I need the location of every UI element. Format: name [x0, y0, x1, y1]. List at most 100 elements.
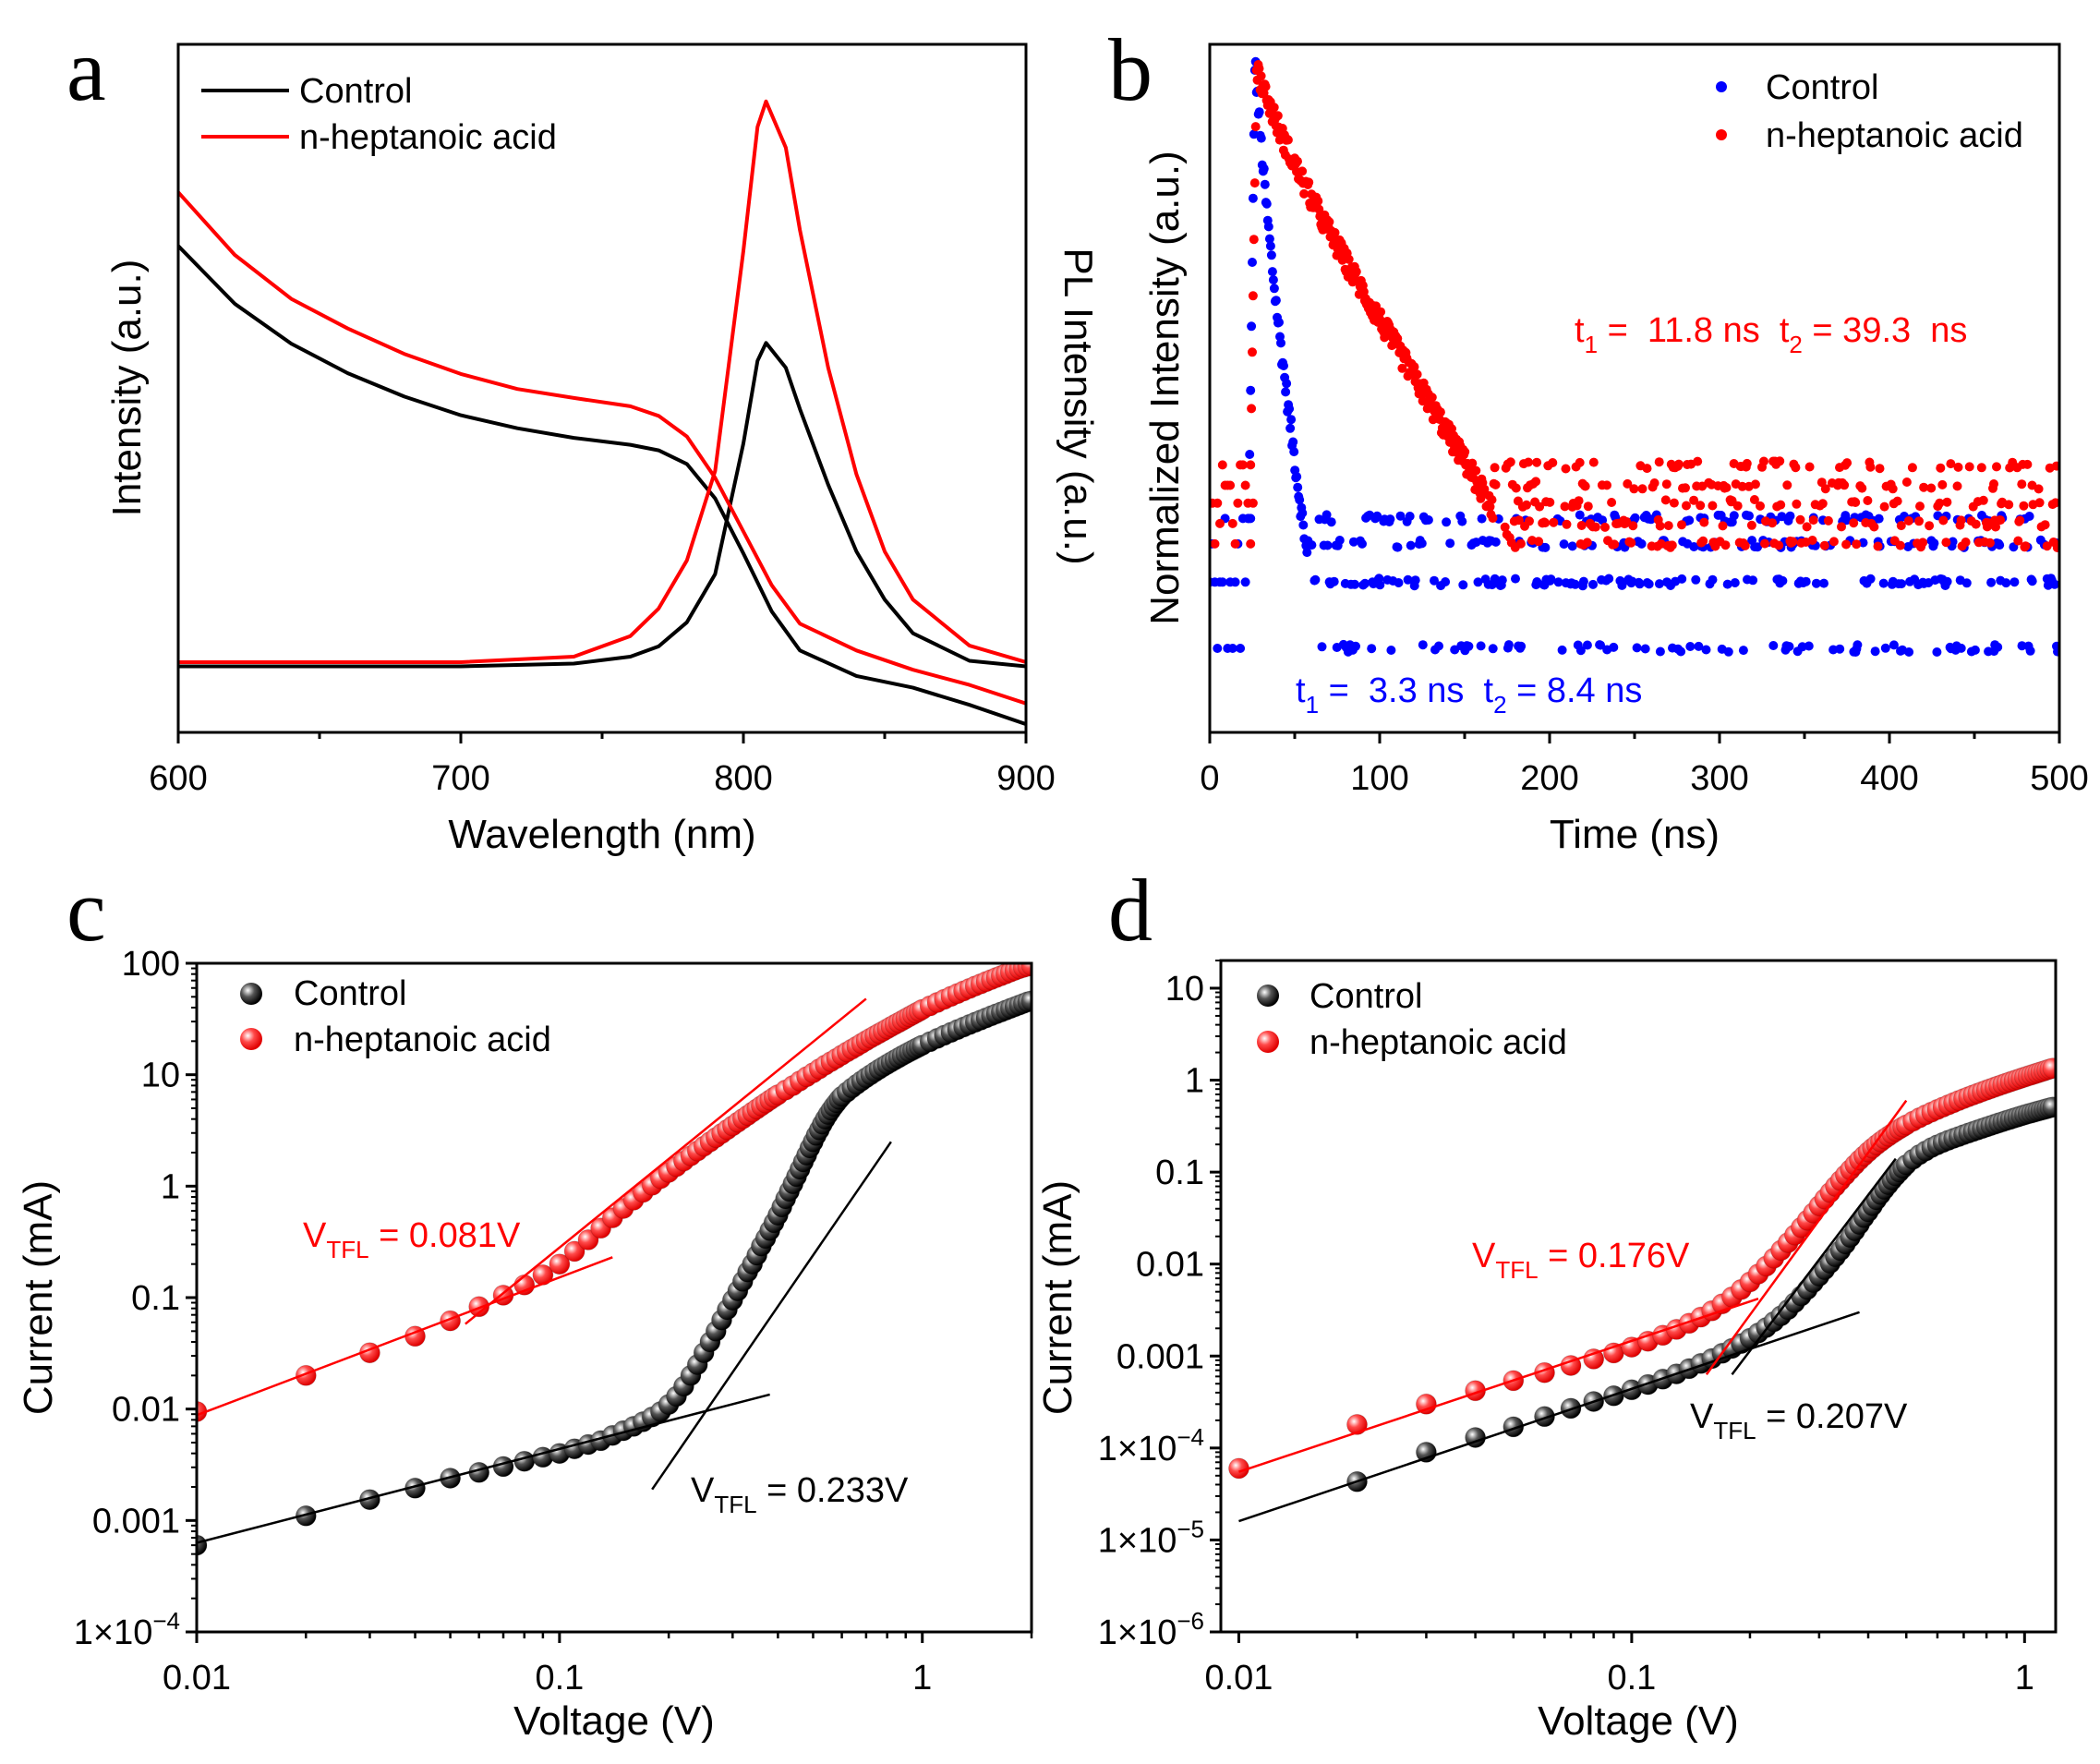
- data-point: [1227, 518, 1237, 528]
- data-point: [1853, 640, 1863, 650]
- y-tick-label: 1×10−4: [74, 1607, 180, 1652]
- y-tick-label: 10: [141, 1057, 180, 1095]
- panel-c-x-axis: 0.01 0.1 1: [163, 1632, 1033, 1698]
- data-point: [1775, 456, 1785, 466]
- data-point: [1276, 338, 1285, 348]
- data-point: [1663, 521, 1673, 531]
- data-point: [1732, 501, 1743, 511]
- vtfl-symbol: V: [303, 1216, 327, 1255]
- data-point: [1942, 497, 1952, 507]
- data-point: [1932, 647, 1942, 657]
- panel-d-acid-vtfl: VTFL = 0.176V: [1472, 1237, 1690, 1284]
- data-point: [1522, 500, 1531, 510]
- data-point: [2042, 1057, 2056, 1080]
- data-point: [1795, 514, 1805, 525]
- data-point: [1996, 515, 2006, 526]
- data-point: [1532, 457, 1542, 467]
- data-point: [1941, 538, 1951, 548]
- data-point: [1948, 537, 1958, 547]
- data-point: [1215, 518, 1225, 528]
- y-tick-label: 0.1: [131, 1279, 180, 1318]
- data-point: [1991, 522, 2000, 532]
- data-point: [1869, 522, 1879, 532]
- data-point: [1820, 484, 1830, 494]
- data-point: [1246, 385, 1256, 395]
- data-point: [1694, 641, 1704, 651]
- data-point: [1295, 495, 1305, 505]
- data-point: [1471, 465, 1481, 476]
- vtfl-symbol: V: [1690, 1397, 1714, 1436]
- data-point: [1322, 540, 1333, 550]
- data-point: [1953, 462, 1963, 472]
- data-point: [295, 1364, 317, 1386]
- data-point: [2004, 500, 2014, 510]
- data-point: [1490, 463, 1500, 473]
- data-point: [1875, 464, 1885, 474]
- data-point: [1314, 204, 1324, 214]
- data-point: [1756, 501, 1765, 511]
- data-point: [1596, 640, 1606, 650]
- data-point: [2009, 577, 2020, 587]
- data-point: [1534, 537, 1544, 547]
- data-point: [1256, 133, 1266, 143]
- data-point: [1698, 536, 1708, 546]
- data-point: [1261, 199, 1272, 209]
- series-acid: [1210, 60, 2059, 552]
- data-point: [2050, 498, 2059, 508]
- data-point: [1961, 578, 1972, 588]
- data-point: [1248, 347, 1257, 357]
- data-point: [1412, 369, 1422, 380]
- data-point: [1610, 539, 1620, 550]
- data-point: [1841, 539, 1852, 550]
- data-point: [1696, 501, 1706, 511]
- data-point: [2013, 536, 2023, 546]
- data-point: [1841, 515, 1852, 526]
- panel-d: d 0.01 0.1 1 1×10−61×10−51×10−40.0010.010.…: [1035, 861, 2058, 1744]
- data-point: [1721, 483, 1732, 492]
- y-tick-label: 0.001: [1116, 1337, 1204, 1376]
- x-tick-label: 200: [1520, 759, 1578, 798]
- panel-d-x-axis: 0.01 0.1 1: [1204, 1632, 2034, 1698]
- panel-b-ylabel: Normalized Intensity (a.u.): [1142, 151, 1188, 625]
- data-point: [1819, 578, 1828, 588]
- data-point: [1956, 515, 1966, 526]
- y-tick-label: 0.01: [1136, 1246, 1204, 1285]
- y-tick-label: 10: [1165, 970, 1204, 1009]
- data-point: [1654, 579, 1664, 589]
- data-point: [1403, 574, 1413, 585]
- data-point: [1681, 483, 1690, 493]
- data-point: [1730, 578, 1740, 587]
- data-point: [1505, 457, 1515, 467]
- data-point: [1626, 538, 1636, 548]
- t1-symbol: t: [1575, 311, 1585, 350]
- data-point: [1213, 498, 1223, 508]
- t1-value: = 3.3 ns: [1319, 671, 1484, 710]
- data-point: [1254, 107, 1264, 117]
- data-point: [1840, 480, 1850, 490]
- data-point: [1545, 497, 1555, 507]
- data-point: [1464, 641, 1474, 651]
- data-point: [1540, 542, 1551, 552]
- legend-marker-acid: [1257, 1031, 1279, 1053]
- y-tick-label: 1: [1185, 1062, 1204, 1101]
- data-point: [1776, 500, 1786, 510]
- panel-c-ylabel: Current (mA): [16, 1180, 61, 1415]
- data-point: [1802, 522, 1812, 532]
- data-point: [1271, 296, 1281, 306]
- panel-b-outer-ylabel: PL Intensity (a.u.): [1056, 248, 1101, 564]
- data-point: [1289, 447, 1299, 457]
- data-point: [1304, 177, 1314, 187]
- data-point: [1435, 407, 1445, 417]
- series-control: [1346, 1096, 2056, 1492]
- data-point: [1837, 522, 1846, 532]
- x-tick-label: 800: [714, 759, 772, 798]
- panel-a: a 600 700 800 900 Wavelength (nm) Intensity…: [66, 20, 1056, 857]
- data-point: [1546, 574, 1556, 585]
- legend-marker-control: [240, 983, 262, 1005]
- data-point: [1677, 520, 1686, 530]
- data-point: [1515, 538, 1526, 549]
- data-point: [1575, 457, 1585, 467]
- data-point: [1946, 459, 1956, 469]
- data-point: [1823, 515, 1833, 526]
